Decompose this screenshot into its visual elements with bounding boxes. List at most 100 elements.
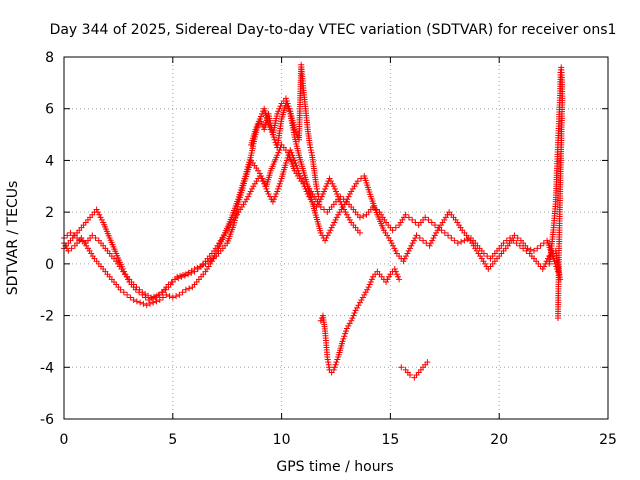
track-3-point [119, 266, 126, 273]
track-5-point [339, 338, 346, 345]
track-3-marker [297, 172, 304, 179]
track-4-marker [314, 188, 321, 195]
track-3-point [322, 185, 329, 192]
track-6-point [424, 359, 431, 366]
track-2-point [169, 294, 176, 301]
x-tick-label: 25 [599, 432, 617, 448]
track-2-point [426, 242, 433, 249]
track-2-marker [127, 294, 134, 301]
track-5-marker [395, 273, 402, 280]
track-4-marker [254, 121, 261, 128]
track-3-marker [346, 216, 353, 223]
track-4-marker [284, 100, 291, 107]
track-3-point [300, 180, 307, 187]
track-3-marker [181, 272, 188, 279]
track-4-point [252, 126, 259, 133]
track-3-marker [306, 193, 313, 200]
track-4-point [313, 183, 320, 190]
track-4-point [274, 110, 281, 117]
track-1-marker [516, 242, 523, 249]
x-tick-label: 10 [273, 432, 291, 448]
track-2-point [413, 232, 420, 239]
track-3-point [139, 291, 146, 298]
track-3-point [93, 206, 100, 213]
track-2-point [420, 237, 427, 244]
track-2-marker [343, 198, 350, 205]
track-1-point [513, 240, 520, 247]
track-4-marker [313, 185, 320, 192]
track-3-marker [298, 175, 305, 182]
track-2-point [387, 237, 394, 244]
track-2-point [143, 302, 150, 309]
track-3-marker [273, 191, 280, 198]
y-tick-label: 4 [45, 153, 54, 169]
track-1-marker [194, 264, 201, 271]
y-tick-label: -4 [40, 360, 54, 376]
track-2-marker [160, 294, 167, 301]
track-3-marker [336, 196, 343, 203]
track-2-marker [534, 245, 541, 252]
track-1-marker [392, 224, 399, 231]
track-3-marker [249, 185, 256, 192]
track-3-point [356, 229, 363, 236]
track-4-marker [307, 144, 314, 151]
track-2-marker [327, 227, 334, 234]
track-5-point [361, 291, 368, 298]
track-2-point [130, 297, 137, 304]
track-4-point [306, 141, 313, 148]
track-5-point [396, 276, 403, 283]
track-2-marker [427, 240, 434, 247]
track-4-marker [253, 123, 260, 130]
track-3-point [178, 273, 185, 280]
track-1-marker [92, 235, 99, 241]
track-3-marker [136, 289, 143, 296]
track-1-point [422, 214, 429, 221]
track-3-marker [155, 291, 162, 298]
track-2-point [322, 237, 329, 244]
track-5-marker [342, 330, 349, 337]
track-3-marker [194, 266, 201, 273]
track-2-marker [133, 298, 140, 305]
track-3-point [335, 193, 342, 200]
track-2-marker [329, 222, 336, 229]
track-3-marker [283, 157, 290, 164]
track-2-marker [271, 136, 278, 143]
track-1-marker [484, 253, 491, 260]
track-3-point [313, 203, 320, 210]
track-3-marker [327, 178, 334, 185]
track-5-marker [345, 322, 352, 329]
track-1-marker [445, 232, 452, 239]
track-5-marker [393, 271, 400, 278]
track-3-marker [340, 206, 347, 213]
track-3-point [339, 203, 346, 210]
track-2-marker [140, 300, 147, 307]
track-1-marker [360, 213, 367, 220]
track-2-point [400, 258, 407, 265]
track-3-point [291, 157, 298, 164]
track-2-point [124, 291, 131, 298]
track-4-marker [277, 103, 284, 110]
track-3-point [287, 147, 294, 154]
track-2-marker [391, 245, 398, 252]
track-7-point [554, 315, 561, 322]
track-1-marker [458, 238, 465, 245]
track-2-marker [345, 193, 352, 200]
track-3-point [330, 183, 337, 190]
track-3-marker [247, 188, 254, 195]
track-3-marker [288, 149, 295, 156]
track-5-marker [362, 289, 369, 296]
track-2-marker [404, 250, 411, 257]
track-3-marker [294, 165, 301, 172]
x-tick-label: 20 [490, 432, 508, 448]
y-axis-label: SDTVAR / TECUs [5, 181, 21, 296]
x-tick-label: 15 [381, 432, 399, 448]
track-2-marker [416, 235, 423, 241]
track-1-point [274, 152, 281, 159]
axis-ticks: 0 5 10 15 20 25 -6 -4 -2 0 2 4 6 8 [40, 50, 617, 448]
track-3-marker [289, 152, 296, 159]
track-4-marker [308, 149, 315, 156]
track-1-marker [432, 222, 439, 229]
track-2-marker [390, 242, 397, 249]
track-3-marker [270, 196, 277, 203]
track-5-marker [367, 278, 374, 285]
